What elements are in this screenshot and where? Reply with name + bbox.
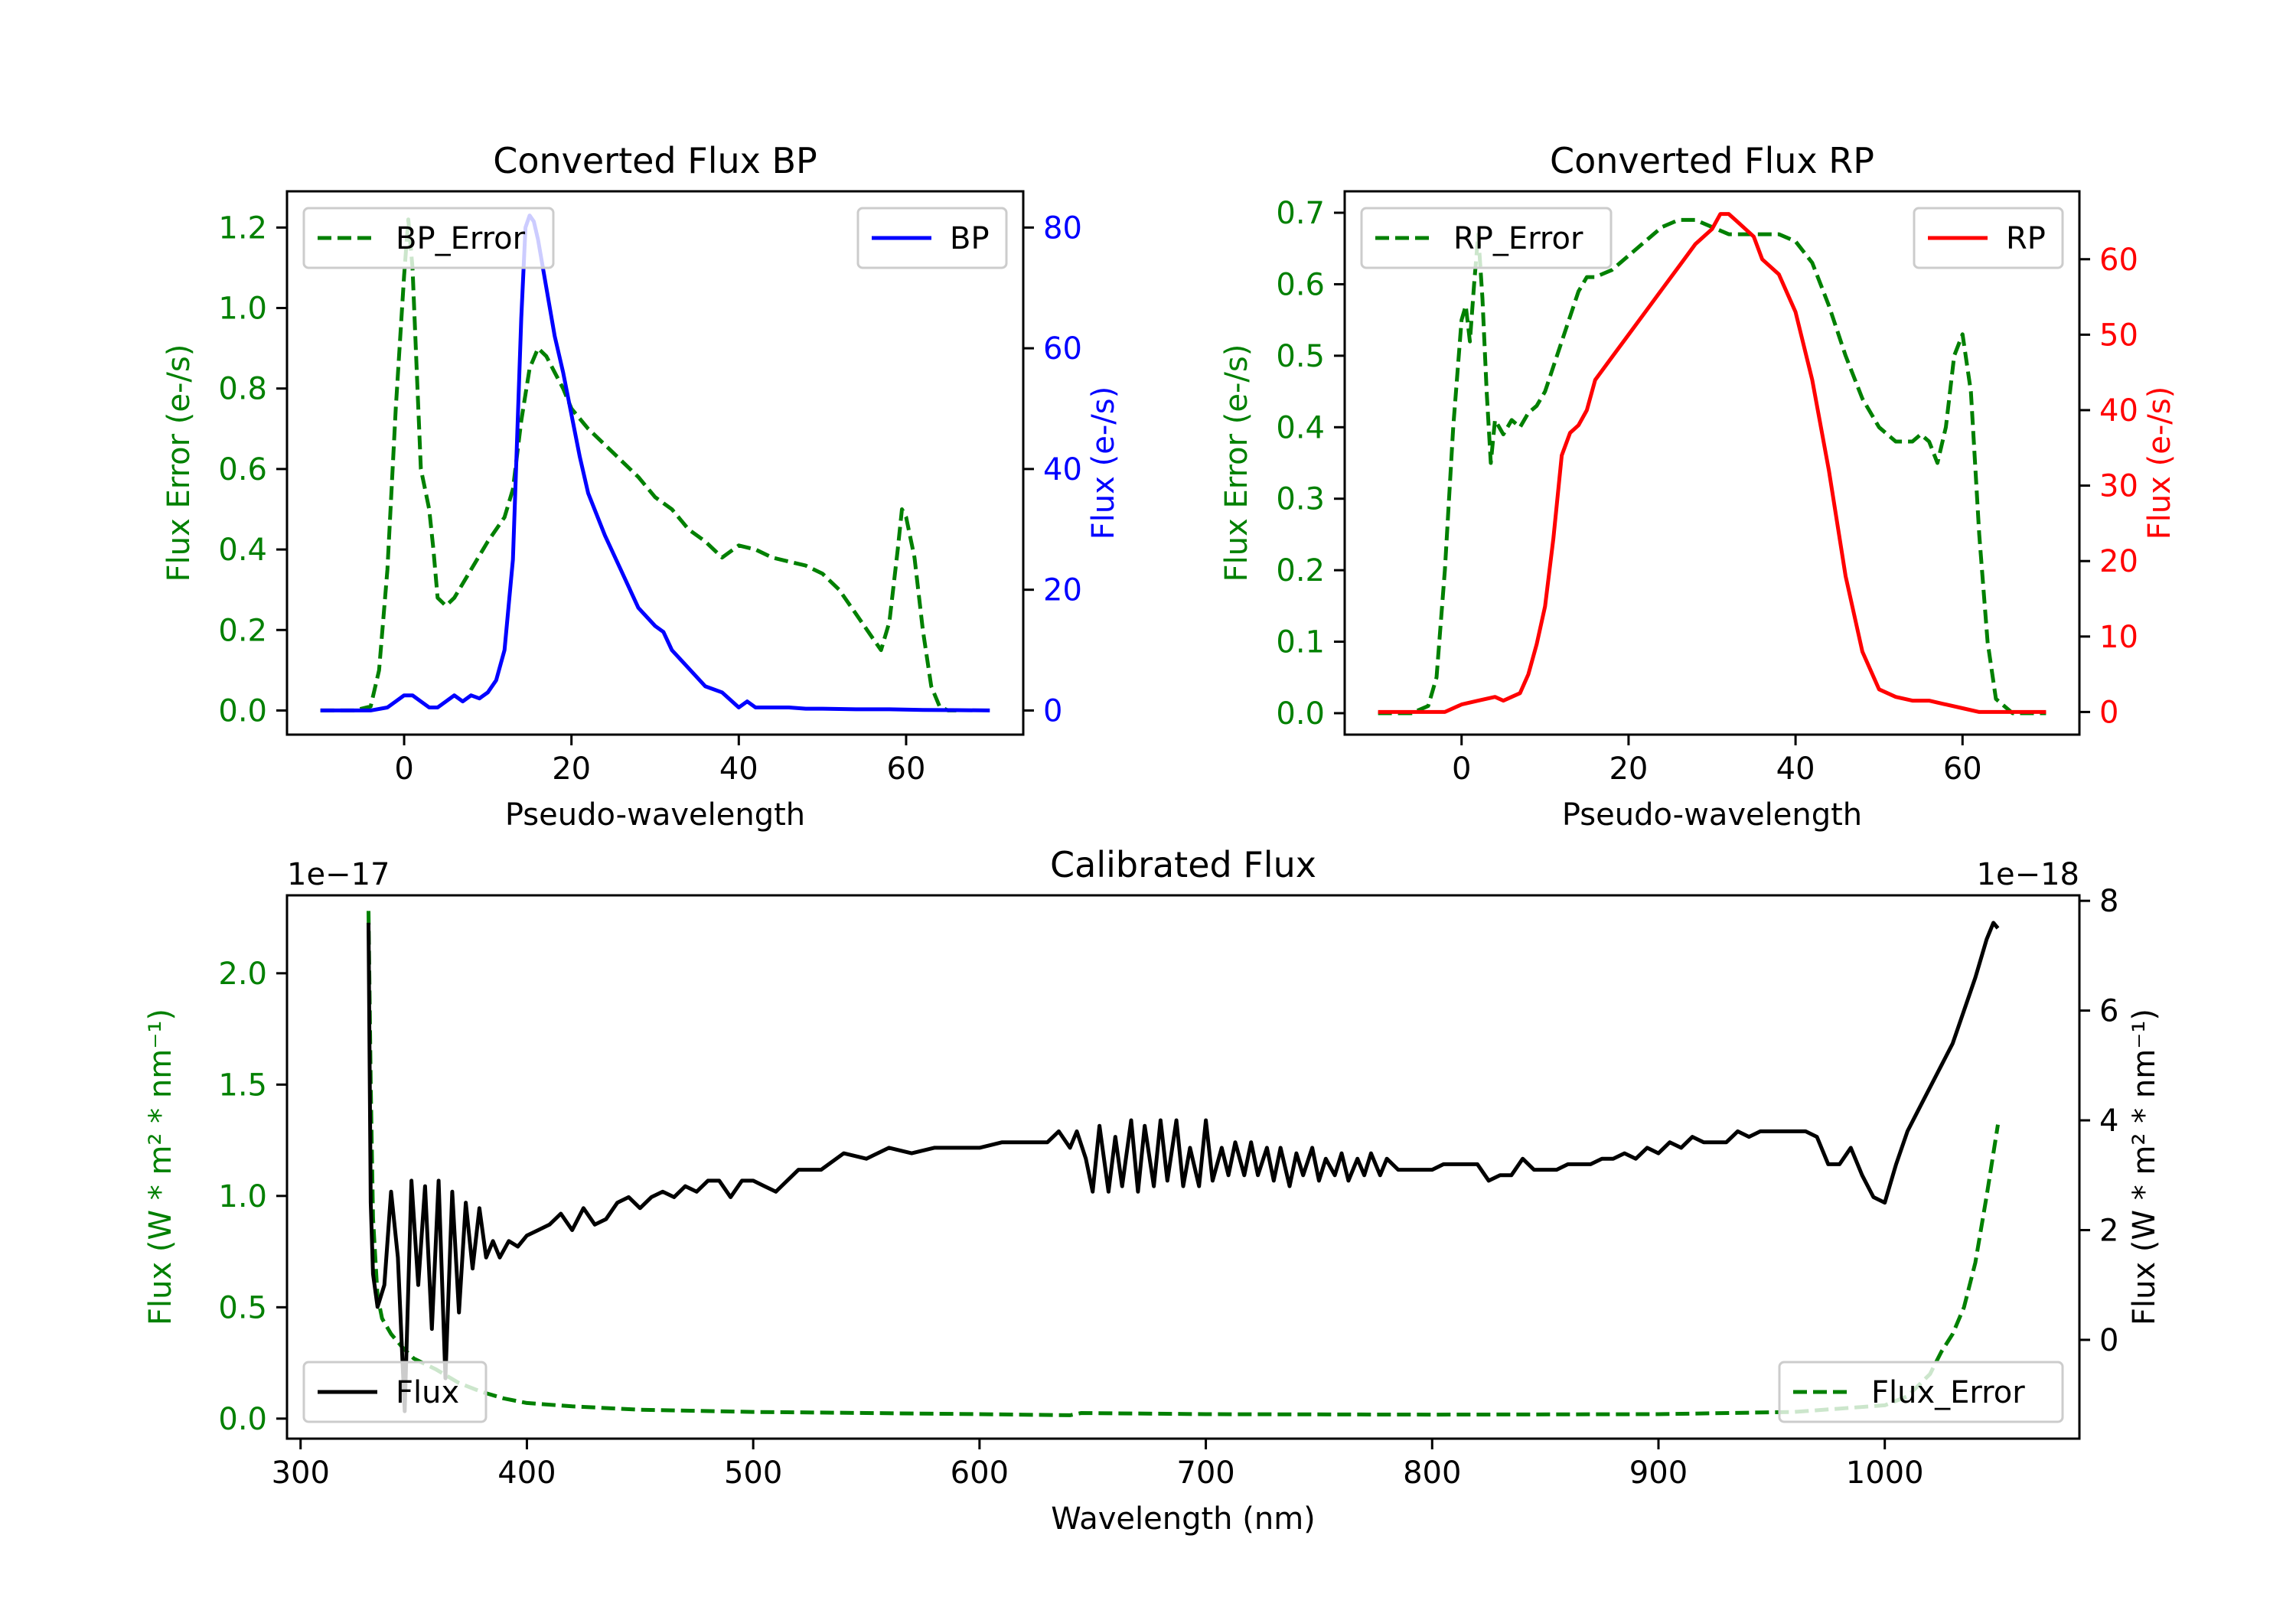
y-right-tick-label: 40 <box>1043 452 1082 487</box>
y-left-tick-label: 0.6 <box>218 452 267 487</box>
x-axis-label: Pseudo-wavelength <box>505 797 805 833</box>
x-tick-label: 0 <box>394 751 413 787</box>
x-tick-label: 300 <box>272 1455 330 1491</box>
y-right-axis-label: Flux (e-/s) <box>2142 386 2177 539</box>
y-left-tick-label: 0.4 <box>218 533 267 568</box>
y-left-tick-label: 1.0 <box>218 292 267 327</box>
legend-label: Flux <box>396 1375 459 1410</box>
y-left-tick-label: 1.2 <box>218 210 267 246</box>
y-left-tick-label: 0.8 <box>218 372 267 407</box>
legend-box <box>856 207 1008 269</box>
y-right-tick-label: 80 <box>1043 210 1082 246</box>
x-tick-label: 1000 <box>1846 1455 1924 1491</box>
y-right-tick-label: 2 <box>2099 1213 2118 1248</box>
legend-label: BP_Error <box>396 221 526 256</box>
y-right-tick-label: 60 <box>1043 331 1082 367</box>
legend-box <box>302 207 555 269</box>
x-axis-label: Pseudo-wavelength <box>1562 797 1862 833</box>
y-left-axis-label: Flux Error (e-/s) <box>161 344 197 582</box>
x-tick-label: 500 <box>724 1455 782 1491</box>
y-right-tick-label: 50 <box>2099 318 2138 353</box>
x-tick-label: 40 <box>1776 751 1815 787</box>
chart-title: Converted Flux RP <box>1550 140 1874 181</box>
legend-box <box>302 1361 488 1423</box>
x-tick-label: 400 <box>497 1455 556 1491</box>
y-left-tick-label: 1.5 <box>218 1068 267 1103</box>
y-left-tick-label: 0.5 <box>1276 339 1325 374</box>
y-right-tick-label: 0 <box>2099 695 2118 730</box>
y-right-tick-label: 30 <box>2099 469 2138 504</box>
series-line-bp <box>320 214 990 712</box>
axes-frame <box>285 190 1025 736</box>
legend-right: Flux_Error <box>1778 1361 2064 1423</box>
y-right-axis-label: Flux (e-/s) <box>1086 386 1121 539</box>
y-right-tick-label: 20 <box>2099 544 2138 579</box>
x-tick-label: 20 <box>552 751 591 787</box>
series-line-rp <box>1378 212 2047 714</box>
x-tick-label: 60 <box>1943 751 1982 787</box>
panel-calibrated: 300 400 500 600 700 800 900 1000 0.0 0.5 1.0 1.5 2.0… <box>143 844 2162 1537</box>
y-right-tick-label: 8 <box>2099 884 2118 919</box>
x-tick-label: 20 <box>1609 751 1648 787</box>
series-line-bp-error <box>320 217 957 712</box>
y-right-tick-label: 40 <box>2099 393 2138 429</box>
x-tick-label: 900 <box>1629 1455 1688 1491</box>
y-left-tick-label: 0.7 <box>1276 196 1325 231</box>
y-right-offset-label: 1e−18 <box>1977 857 2079 892</box>
y-left-tick-label: 0.0 <box>218 1402 267 1437</box>
legend-label: RP <box>2006 221 2046 256</box>
y-right-tick-label: 0 <box>2099 1323 2118 1358</box>
y-left-tick-label: 0.0 <box>1276 696 1325 732</box>
x-tick-label: 60 <box>887 751 926 787</box>
x-axis-label: Wavelength (nm) <box>1051 1501 1316 1537</box>
y-left-tick-label: 0.3 <box>1276 482 1325 517</box>
x-tick-label: 600 <box>951 1455 1009 1491</box>
y-left-tick-label: 0.1 <box>1276 625 1325 660</box>
y-right-tick-label: 20 <box>1043 573 1082 608</box>
legend-box <box>1778 1361 2064 1423</box>
legend-label: RP_Error <box>1453 221 1583 256</box>
series-line-flux-error <box>367 911 2000 1417</box>
y-left-tick-label: 0.6 <box>1276 267 1325 302</box>
legend-left: Flux <box>302 1361 488 1423</box>
y-left-tick-label: 0.2 <box>1276 553 1325 588</box>
y-left-tick-label: 0.0 <box>218 693 267 729</box>
x-tick-label: 700 <box>1176 1455 1234 1491</box>
y-right-axis-label: Flux (W * m² * nm⁻¹) <box>2127 1009 2162 1325</box>
y-right-tick-label: 4 <box>2099 1103 2118 1139</box>
legend-label: BP <box>950 221 990 256</box>
x-tick-label: 800 <box>1403 1455 1461 1491</box>
chart-title: Calibrated Flux <box>1050 844 1316 885</box>
legend-box <box>1913 207 2064 269</box>
panel-rp: 0 20 40 60 0.0 0.1 0.2 0.3 0.4 0.5 0.6 0.7 0 10 20 30 40… <box>1219 140 2177 833</box>
y-right-tick-label: 10 <box>2099 620 2138 655</box>
legend-left: RP_Error <box>1360 207 1613 269</box>
axes-frame <box>285 894 2081 1440</box>
legend-box <box>1360 207 1613 269</box>
y-left-tick-label: 1.0 <box>218 1179 267 1214</box>
x-tick-label: 40 <box>719 751 758 787</box>
y-left-tick-label: 0.5 <box>218 1290 267 1325</box>
y-right-tick-label: 0 <box>1043 693 1062 729</box>
legend-right: BP <box>856 207 1008 269</box>
series-line-rp-error <box>1378 217 2047 715</box>
y-left-tick-label: 0.4 <box>1276 410 1325 445</box>
chart-title: Converted Flux BP <box>493 140 817 181</box>
series-line-flux <box>367 921 2000 1413</box>
legend-left: BP_Error <box>302 207 555 269</box>
y-left-offset-label: 1e−17 <box>287 857 390 892</box>
x-tick-label: 0 <box>1452 751 1471 787</box>
y-left-axis-label: Flux Error (e-/s) <box>1219 344 1254 582</box>
y-right-tick-label: 6 <box>2099 994 2118 1029</box>
y-right-tick-label: 60 <box>2099 243 2138 278</box>
legend-right: RP <box>1913 207 2064 269</box>
panel-bp: 0 20 40 60 0.0 0.2 0.4 0.6 0.8 1.0 1.2 0 20 40 60 80 Con… <box>161 140 1121 833</box>
y-left-tick-label: 2.0 <box>218 957 267 992</box>
axes-frame <box>1343 190 2081 736</box>
y-left-tick-label: 0.2 <box>218 613 267 648</box>
legend-label: Flux_Error <box>1871 1375 2025 1410</box>
y-left-axis-label: Flux (W * m² * nm⁻¹) <box>143 1009 178 1325</box>
